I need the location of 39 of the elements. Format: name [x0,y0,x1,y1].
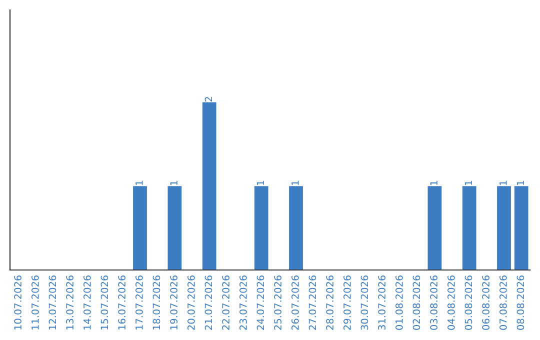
x-tick-label: 27.07.2026 [308,275,316,330]
x-tick-label: 05.08.2026 [464,275,472,330]
data-label: 1 [256,180,264,186]
data-label: 1 [516,180,524,186]
x-tick-label: 24.07.2026 [256,275,264,330]
x-tick-label: 23.07.2026 [239,275,247,330]
data-label: 1 [430,180,438,186]
x-tick-label: 11.07.2026 [31,275,39,330]
x-tick-label: 07.08.2026 [499,275,507,330]
x-tick-label: 13.07.2026 [66,275,74,330]
x-tick-label: 16.07.2026 [118,275,126,330]
x-tick-label: 06.08.2026 [482,275,490,330]
data-label: 1 [464,180,472,186]
data-label: 1 [500,180,507,186]
x-tick-label: 29.07.2026 [343,275,351,330]
x-tick-label: 26.07.2026 [291,275,299,330]
x-tick-label: 14.07.2026 [83,275,91,330]
data-label: 2 [204,97,212,102]
x-tick-label: 19.07.2026 [170,275,178,330]
x-tick-label: 08.08.2026 [516,275,524,330]
x-tick-label: 01.08.2026 [395,275,403,330]
x-tick-label: 18.07.2026 [152,275,160,330]
x-tick-label: 15.07.2026 [100,275,108,330]
x-tick-label: 22.07.2026 [222,275,230,330]
x-tick-label: 31.07.2026 [378,275,386,330]
data-label: 1 [292,180,299,186]
data-label: 1 [170,180,178,186]
x-tick-label: 03.08.2026 [430,275,438,330]
x-tick-label: 04.08.2026 [447,275,455,330]
x-tick-label: 17.07.2026 [135,275,143,330]
x-tick-label: 02.08.2026 [412,275,420,330]
x-tick-label: 25.07.2026 [274,275,282,330]
x-tick-label: 21.07.2026 [204,275,212,330]
x-tick-label: 12.07.2026 [48,275,56,330]
data-label: 1 [136,180,143,186]
x-tick-label: 30.07.2026 [360,275,368,330]
x-tick-label: 10.07.2026 [14,275,22,330]
x-tick-label: 28.07.2026 [326,275,334,330]
x-tick-label: 20.07.2026 [187,275,195,330]
